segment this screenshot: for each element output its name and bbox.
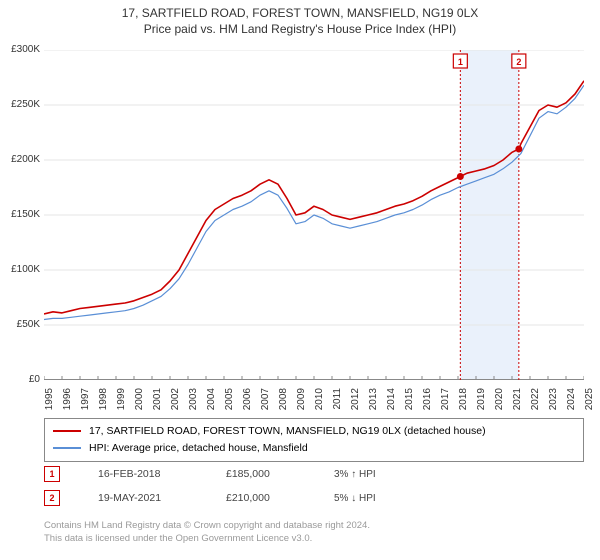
x-tick-label: 2010	[314, 388, 325, 418]
x-tick-label: 1996	[62, 388, 73, 418]
x-tick-label: 2011	[332, 388, 343, 418]
legend-label-1: 17, SARTFIELD ROAD, FOREST TOWN, MANSFIE…	[89, 423, 486, 440]
x-tick-label: 2014	[386, 388, 397, 418]
x-tick-label: 2019	[476, 388, 487, 418]
x-tick-label: 2004	[206, 388, 217, 418]
y-tick-label: £250K	[0, 99, 40, 110]
x-tick-label: 2003	[188, 388, 199, 418]
marker-delta-1: 3% ↑ HPI	[334, 469, 376, 480]
y-tick-label: £50K	[0, 319, 40, 330]
x-tick-label: 2000	[134, 388, 145, 418]
x-tick-label: 2002	[170, 388, 181, 418]
title-line-2: Price paid vs. HM Land Registry's House …	[0, 22, 600, 38]
x-tick-label: 2005	[224, 388, 235, 418]
chart-area: 12	[44, 50, 584, 380]
marker-badge-1: 1	[44, 466, 60, 482]
y-tick-label: £200K	[0, 154, 40, 165]
x-tick-label: 1995	[44, 388, 55, 418]
chart-svg: 12	[44, 50, 584, 380]
x-tick-label: 1999	[116, 388, 127, 418]
legend-label-2: HPI: Average price, detached house, Mans…	[89, 440, 308, 457]
svg-text:1: 1	[458, 57, 463, 67]
x-tick-label: 2007	[260, 388, 271, 418]
y-tick-label: £300K	[0, 44, 40, 55]
x-tick-label: 2015	[404, 388, 415, 418]
x-tick-label: 2012	[350, 388, 361, 418]
marker-date-1: 16-FEB-2018	[98, 468, 188, 480]
x-tick-label: 2021	[512, 388, 523, 418]
y-tick-label: £150K	[0, 209, 40, 220]
x-tick-label: 2006	[242, 388, 253, 418]
x-tick-label: 2001	[152, 388, 163, 418]
marker-delta-2: 5% ↓ HPI	[334, 493, 376, 504]
title-block: 17, SARTFIELD ROAD, FOREST TOWN, MANSFIE…	[0, 0, 600, 37]
x-tick-label: 2025	[584, 388, 595, 418]
legend-row-2: HPI: Average price, detached house, Mans…	[53, 440, 575, 457]
license-line-1: Contains HM Land Registry data © Crown c…	[44, 520, 584, 533]
x-tick-label: 2016	[422, 388, 433, 418]
title-line-1: 17, SARTFIELD ROAD, FOREST TOWN, MANSFIE…	[0, 6, 600, 22]
marker-price-1: £185,000	[226, 468, 296, 480]
marker-badge-2: 2	[44, 490, 60, 506]
chart-container: 17, SARTFIELD ROAD, FOREST TOWN, MANSFIE…	[0, 0, 600, 560]
legend-swatch-2	[53, 447, 81, 449]
marker-date-2: 19-MAY-2021	[98, 492, 188, 504]
x-tick-label: 2020	[494, 388, 505, 418]
x-tick-label: 2013	[368, 388, 379, 418]
x-tick-label: 2008	[278, 388, 289, 418]
x-tick-label: 2024	[566, 388, 577, 418]
x-tick-label: 2009	[296, 388, 307, 418]
y-tick-label: £0	[0, 374, 40, 385]
x-tick-label: 2023	[548, 388, 559, 418]
x-tick-label: 2018	[458, 388, 469, 418]
license-block: Contains HM Land Registry data © Crown c…	[44, 520, 584, 546]
y-tick-label: £100K	[0, 264, 40, 275]
legend-row-1: 17, SARTFIELD ROAD, FOREST TOWN, MANSFIE…	[53, 423, 575, 440]
legend-swatch-1	[53, 430, 81, 432]
marker-price-2: £210,000	[226, 492, 296, 504]
marker-row-1: 1 16-FEB-2018 £185,000 3% ↑ HPI	[44, 466, 584, 482]
marker-row-2: 2 19-MAY-2021 £210,000 5% ↓ HPI	[44, 490, 584, 506]
license-line-2: This data is licensed under the Open Gov…	[44, 533, 584, 546]
x-tick-label: 1997	[80, 388, 91, 418]
x-tick-label: 2017	[440, 388, 451, 418]
svg-text:2: 2	[516, 57, 521, 67]
x-tick-label: 2022	[530, 388, 541, 418]
legend-box: 17, SARTFIELD ROAD, FOREST TOWN, MANSFIE…	[44, 418, 584, 462]
x-tick-label: 1998	[98, 388, 109, 418]
